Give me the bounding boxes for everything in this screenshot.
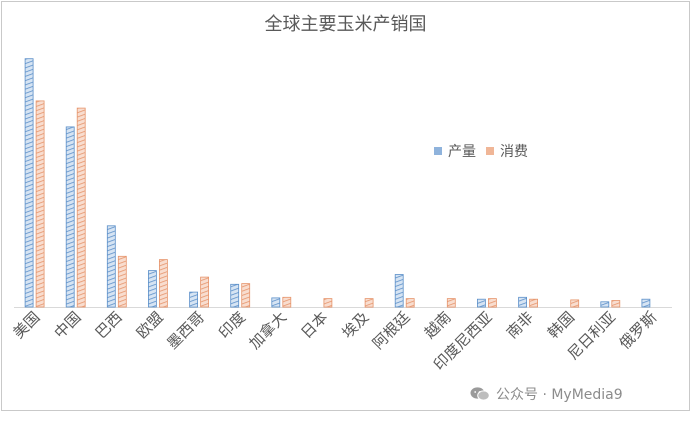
watermark: 公众号 · MyMedia9: [470, 384, 623, 404]
x-tick-label-4: 墨西哥: [163, 308, 208, 353]
legend-item-production: 产量: [434, 141, 476, 161]
bar-consumption-11: [487, 298, 497, 308]
x-tick-label-9: 阿根廷: [369, 308, 414, 353]
bar-production-15: [641, 298, 651, 308]
bar-consumption-8: [364, 298, 374, 308]
chart-title: 全球主要玉米产销国: [264, 14, 427, 35]
chart-legend: 产量 消费: [434, 141, 538, 161]
x-tick-label-6: 加拿大: [246, 308, 291, 353]
chart-frame: [1, 1, 690, 411]
legend-swatch-production: [434, 147, 442, 155]
bar-consumption-0: [35, 100, 45, 308]
x-tick-label-12: 南非: [503, 308, 537, 342]
x-tick-label-3: 欧盟: [133, 308, 167, 342]
bar-consumption-7: [323, 298, 333, 308]
bar-production-6: [271, 297, 281, 308]
bar-consumption-12: [529, 298, 538, 308]
legend-swatch-consumption: [486, 147, 494, 155]
bar-consumption-9: [405, 298, 415, 308]
bar-production-12: [518, 296, 527, 308]
bar-consumption-10: [446, 298, 456, 308]
x-tick-label-1: 中国: [51, 308, 85, 342]
watermark-text: 公众号 · MyMedia9: [496, 387, 623, 403]
bar-consumption-14: [611, 300, 621, 308]
bar-production-1: [65, 126, 75, 308]
bar-production-9: [394, 274, 404, 308]
legend-label-consumption: 消费: [500, 144, 528, 160]
bar-production-3: [147, 270, 157, 308]
bar-production-5: [230, 283, 240, 308]
bar-production-2: [106, 225, 116, 308]
bar-production-4: [189, 291, 199, 308]
legend-label-production: 产量: [448, 144, 476, 160]
bar-consumption-3: [158, 259, 168, 308]
bar-production-0: [24, 58, 34, 308]
bar-consumption-1: [76, 107, 86, 308]
bar-consumption-4: [200, 276, 210, 308]
legend-item-consumption: 消费: [486, 141, 528, 161]
bar-consumption-2: [117, 255, 127, 308]
x-tick-label-10: 越南: [421, 308, 455, 342]
x-tick-label-5: 印度: [215, 308, 249, 342]
x-tick-label-2: 巴西: [92, 308, 126, 342]
x-tick-label-13: 韩国: [544, 308, 578, 342]
bar-production-14: [600, 301, 610, 308]
bar-production-11: [476, 298, 486, 308]
x-tick-label-8: 埃及: [338, 308, 372, 342]
x-tick-label-0: 美国: [9, 308, 43, 342]
x-tick-label-15: 俄罗斯: [616, 308, 661, 353]
x-tick-label-7: 日本: [297, 308, 331, 342]
bar-consumption-6: [282, 296, 292, 308]
bar-consumption-5: [241, 283, 251, 308]
wechat-icon: [470, 387, 490, 401]
bar-consumption-13: [570, 299, 580, 308]
